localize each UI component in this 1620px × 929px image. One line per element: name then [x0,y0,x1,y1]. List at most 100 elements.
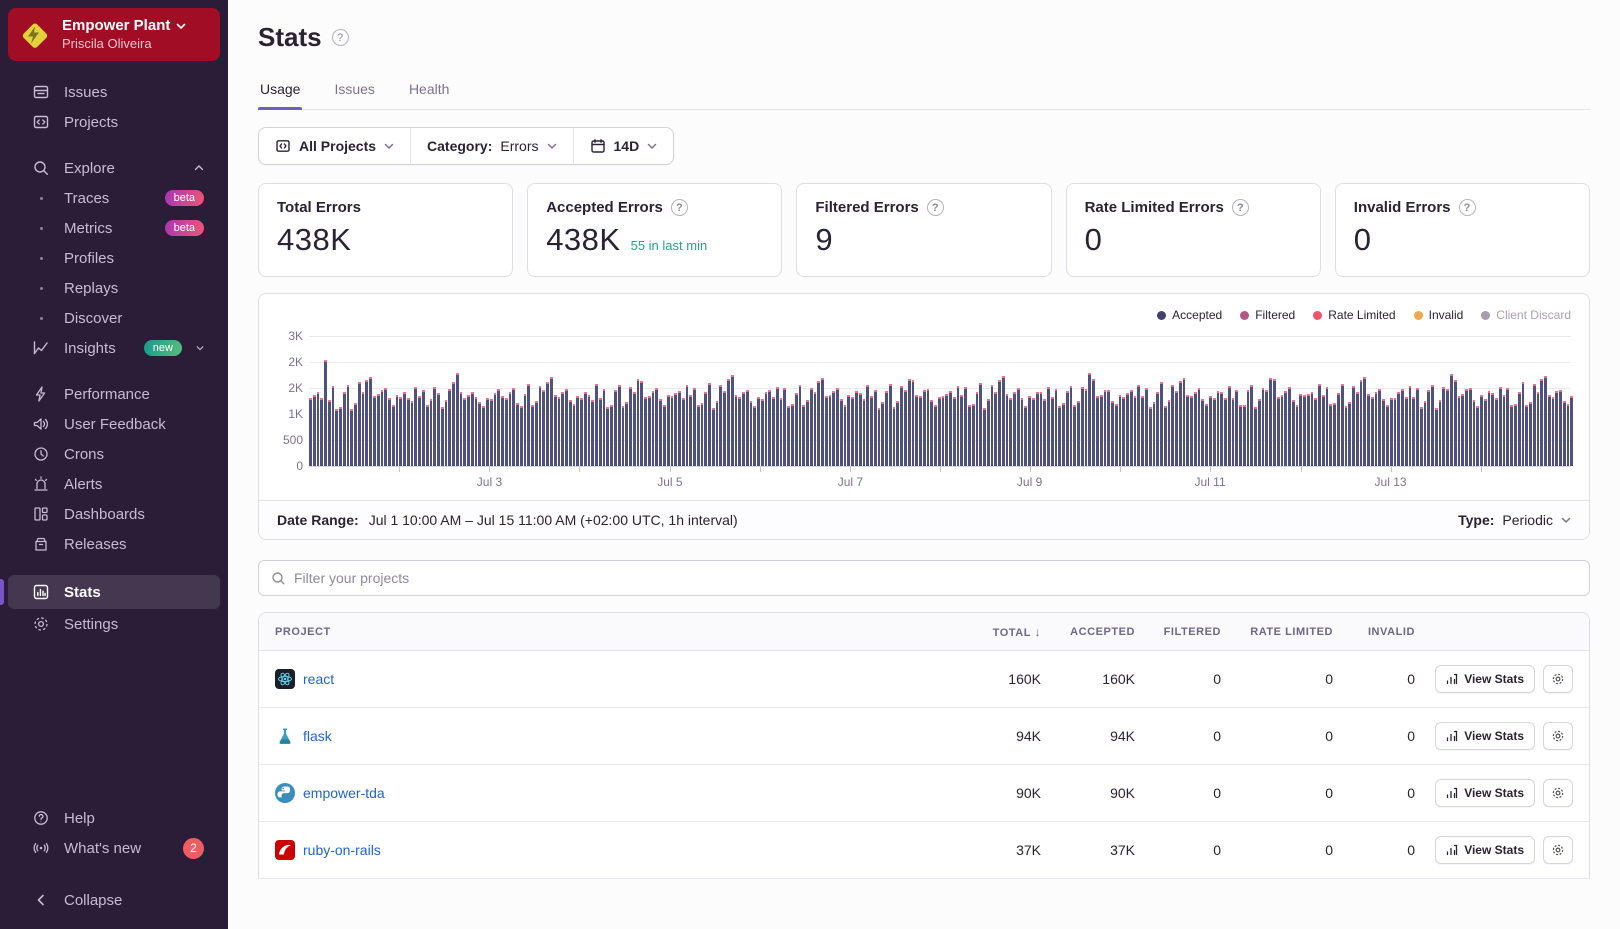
x-tick [1120,467,1121,472]
clock-icon [32,445,50,463]
chart-bar [738,397,741,466]
chart-bar [343,392,346,466]
column-header-rate-limited[interactable]: RATE LIMITED [1221,626,1333,638]
react-platform-icon [275,669,295,689]
tab-issues[interactable]: Issues [332,81,376,109]
chart-bar [1239,405,1242,466]
page-help-icon[interactable]: ? [332,29,349,46]
chart-bar [716,401,719,466]
sidebar-item-issues[interactable]: Issues [8,77,220,107]
sidebar-collapse-button[interactable]: Collapse [8,885,220,915]
view-stats-button[interactable]: View Stats [1435,665,1535,693]
legend-item[interactable]: Rate Limited [1313,308,1395,322]
view-stats-button[interactable]: View Stats [1435,722,1535,750]
sidebar-item-explore[interactable]: Explore [8,153,220,183]
chart-bar [1002,376,1005,466]
chart-bar [1070,386,1073,466]
card-help-icon[interactable]: ? [1232,199,1249,216]
sidebar-item-whats-new[interactable]: What's new 2 [8,833,220,863]
legend-item[interactable]: Filtered [1240,308,1295,322]
project-settings-button[interactable] [1543,665,1573,693]
sidebar-item-releases[interactable]: Releases [8,529,220,559]
sidebar-item-label: What's new [64,840,141,857]
card-help-icon[interactable]: ? [1459,199,1476,216]
card-help-icon[interactable]: ? [927,199,944,216]
column-header-accepted[interactable]: ACCEPTED [1041,626,1135,638]
chart-bar [1043,399,1046,466]
chart-bar [870,396,873,466]
column-header-filtered[interactable]: FILTERED [1135,626,1221,638]
column-header-total[interactable]: TOTAL ↓ [953,625,1041,639]
sidebar-item-traces[interactable]: Traces beta [8,183,220,213]
x-tick-label: Jul 5 [657,475,682,489]
stat-card-value: 438K [277,222,351,258]
chart-bar [859,393,862,466]
chart-bar [1250,385,1253,467]
chart-bar [1055,389,1058,466]
column-header-invalid[interactable]: INVALID [1333,626,1415,638]
chart-bar [874,390,877,466]
sidebar-item-stats[interactable]: Stats [8,575,220,609]
project-filter-input[interactable] [294,570,1577,586]
sidebar-item-crons[interactable]: Crons [8,439,220,469]
chart-bar [840,399,843,466]
chart-bar [1273,379,1276,466]
chart-bar [1548,395,1551,466]
project-settings-button[interactable] [1543,779,1573,807]
project-settings-button[interactable] [1543,836,1573,864]
sidebar-item-performance[interactable]: Performance [8,379,220,409]
chart-bar [1021,398,1024,466]
legend-item[interactable]: Accepted [1157,308,1222,322]
sidebar-item-discover[interactable]: Discover [8,303,220,333]
project-link[interactable]: flask [303,728,332,744]
project-link[interactable]: react [303,671,334,687]
sidebar-item-metrics[interactable]: Metrics beta [8,213,220,243]
chart-type-selector[interactable]: Type: Periodic [1458,512,1571,528]
chart-bar [1333,403,1336,466]
sidebar-item-help[interactable]: Help [8,803,220,833]
sidebar-item-label: Profiles [64,250,114,267]
category-value: Errors [500,138,538,154]
chart-bar [976,392,979,466]
chart-bar [546,382,549,466]
tab-health[interactable]: Health [407,81,451,109]
sidebar-item-profiles[interactable]: Profiles [8,243,220,273]
sidebar-item-user-feedback[interactable]: User Feedback [8,409,220,439]
tab-usage[interactable]: Usage [258,81,302,109]
sidebar-item-dashboards[interactable]: Dashboards [8,499,220,529]
org-switcher[interactable]: Empower Plant Priscila Oliveira [8,8,220,61]
category-selector[interactable]: Category: Errors [410,128,572,164]
sidebar-item-projects[interactable]: Projects [8,107,220,137]
sidebar-item-insights[interactable]: Insights new [8,333,220,363]
column-header-project[interactable]: PROJECT [275,626,953,638]
view-stats-button[interactable]: View Stats [1435,779,1535,807]
project-selector[interactable]: All Projects [259,128,410,164]
project-link[interactable]: empower-tda [303,785,385,801]
chart-plot[interactable] [309,336,1571,466]
date-range-value: Jul 1 10:00 AM – Jul 15 11:00 AM (+02:00… [369,512,738,528]
chart-bar [1156,392,1159,466]
sidebar-item-alerts[interactable]: Alerts [8,469,220,499]
chart-bar [490,399,493,466]
chart-bar [1205,404,1208,466]
project-settings-button[interactable] [1543,722,1573,750]
legend-item[interactable]: Client Discard [1481,308,1571,322]
chart-bar [1088,373,1091,466]
chart-legend: Accepted Filtered Rate Limited Invalid Clien… [259,294,1589,324]
chart-bar [1175,391,1178,466]
cell-total: 160K [953,671,1041,687]
chart-bar [460,392,463,466]
x-tick-label: Jul 3 [477,475,502,489]
legend-item[interactable]: Invalid [1414,308,1464,322]
card-help-icon[interactable]: ? [671,199,688,216]
project-link[interactable]: ruby-on-rails [303,842,381,858]
chart-bar [648,396,651,466]
sidebar-item-replays[interactable]: Replays [8,273,220,303]
view-stats-button[interactable]: View Stats [1435,836,1535,864]
chart-bar [836,388,839,466]
chart-bar [1201,399,1204,466]
chart-bar [335,409,338,466]
date-range-selector[interactable]: 14D [573,128,674,164]
sidebar-item-settings[interactable]: Settings [8,609,220,639]
chart-bar [1356,392,1359,466]
